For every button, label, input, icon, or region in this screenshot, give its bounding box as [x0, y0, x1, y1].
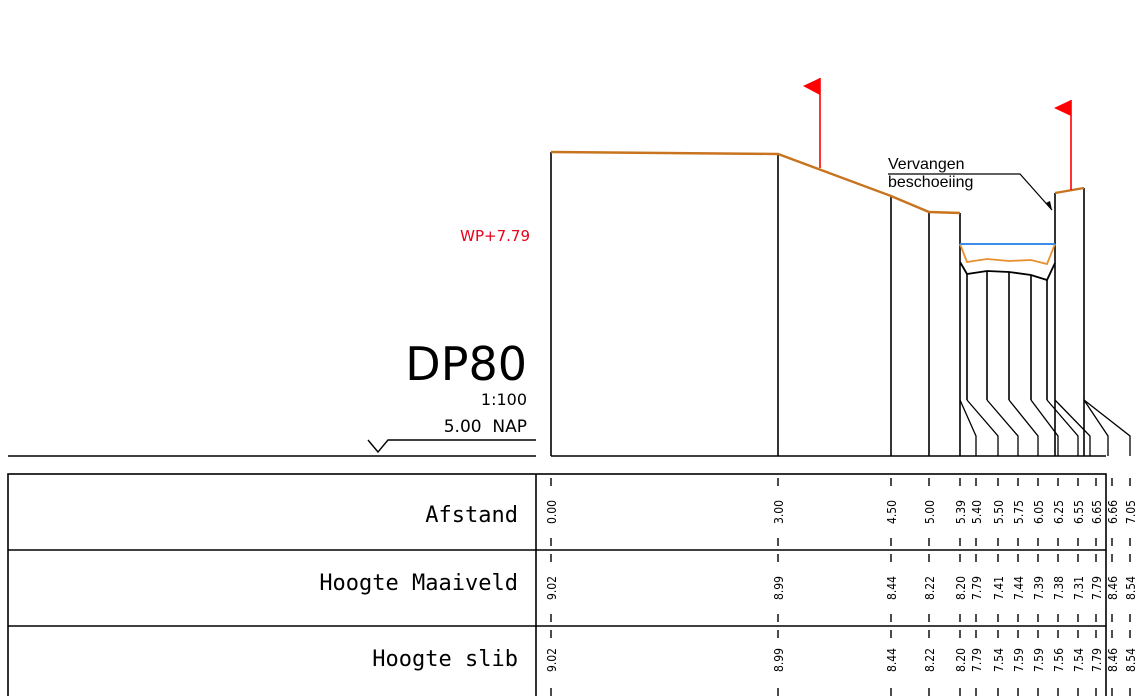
data-table: [7, 473, 1107, 696]
leader-line: [986, 399, 1019, 456]
row-label-maaiveld: Hoogte Maaiveld: [319, 571, 518, 596]
leader-line: [1030, 399, 1059, 456]
table-cell-afstand: 5.00: [923, 500, 937, 524]
leader-line: [966, 399, 999, 456]
table-cell-afstand: 0.00: [545, 500, 559, 524]
table-cell-afstand: 4.50: [885, 500, 899, 524]
flag-icon: [1054, 100, 1072, 190]
table-cell-afstand: 6.66: [1106, 500, 1120, 524]
table-cell-afstand: 6.25: [1052, 500, 1066, 524]
ditch-bottom-line: [959, 261, 1056, 282]
table-cell-slib: 7.59: [1012, 648, 1026, 672]
leader-line: [1046, 399, 1079, 456]
table-cell-slib: 8.20: [954, 648, 968, 672]
profile-title: DP80: [405, 337, 527, 391]
table-cell-afstand: 7.05: [1124, 500, 1138, 524]
leader-line: [1083, 399, 1109, 456]
table-cell-maaiveld: 7.44: [1012, 576, 1026, 600]
table-cell-maaiveld: 8.99: [772, 576, 786, 600]
table-cell-maaiveld: 7.38: [1052, 576, 1066, 600]
scale-label: 1:100: [481, 390, 527, 409]
table-cell-afstand: 3.00: [772, 500, 786, 524]
table-cell-maaiveld: 8.46: [1106, 576, 1120, 600]
table-cell-afstand: 5.40: [970, 500, 984, 524]
annotation-arrow-icon: [1046, 201, 1052, 210]
table-cells: 0.00 3.00 4.50 5.00 5.39 5.40 5.50 5.75 6.05 6.25…: [545, 478, 1138, 696]
table-cell-maaiveld: 7.31: [1072, 576, 1086, 600]
sludge-line: [959, 243, 1056, 266]
reference-level-label: 5.00 NAP: [444, 417, 527, 437]
table-cell-afstand: 6.05: [1032, 500, 1046, 524]
annotation-line-1: Vervangen: [888, 156, 965, 173]
table-cell-maaiveld: 8.20: [954, 576, 968, 600]
table-cell-slib: 8.99: [772, 648, 786, 672]
table-cell-afstand: 6.65: [1090, 500, 1104, 524]
table-cell-slib: 9.02: [545, 648, 559, 672]
table-cell-slib: 7.79: [1090, 648, 1104, 672]
table-cell-slib: 8.54: [1124, 648, 1138, 672]
table-cell-afstand: 5.75: [1012, 500, 1026, 524]
profile-vertical-lines: [550, 152, 1085, 456]
leader-line: [959, 399, 977, 456]
ground-surface-line-right: [1054, 186, 1085, 195]
ground-surface-line: [550, 150, 961, 215]
table-cell-afstand: 6.55: [1072, 500, 1086, 524]
flag-icon: [803, 78, 821, 168]
table-cell-slib: 7.59: [1032, 648, 1046, 672]
table-cell-maaiveld: 7.79: [970, 576, 984, 600]
annotation-line-2: beschoeiing: [888, 174, 973, 191]
row-label-afstand: Afstand: [425, 503, 518, 528]
table-cell-maaiveld: 8.22: [923, 576, 937, 600]
table-cell-maaiveld: 7.39: [1032, 576, 1046, 600]
leader-line: [1054, 399, 1091, 456]
table-cell-slib: 8.44: [885, 648, 899, 672]
table-cell-maaiveld: 7.79: [1090, 576, 1104, 600]
leader-line: [1083, 399, 1131, 456]
water-level-label: WP+7.79: [460, 227, 530, 245]
table-cell-slib: 8.46: [1106, 648, 1120, 672]
level-marker-icon: [367, 439, 536, 454]
row-label-slib: Hoogte slib: [372, 647, 518, 672]
table-cell-maaiveld: 9.02: [545, 576, 559, 600]
annotation-leader: [888, 173, 1053, 211]
table-cell-afstand: 5.50: [992, 500, 1006, 524]
table-cell-maaiveld: 7.41: [992, 576, 1006, 600]
leader-line: [1008, 399, 1039, 456]
table-cell-maaiveld: 8.54: [1124, 576, 1138, 600]
leader-lines: [959, 399, 1131, 456]
table-cell-slib: 8.22: [923, 648, 937, 672]
table-cell-slib: 7.56: [1052, 648, 1066, 672]
table-cell-slib: 7.79: [970, 648, 984, 672]
table-cell-afstand: 5.39: [954, 500, 968, 524]
table-cell-maaiveld: 8.44: [885, 576, 899, 600]
table-cell-slib: 7.54: [992, 648, 1006, 672]
table-cell-slib: 7.54: [1072, 648, 1086, 672]
